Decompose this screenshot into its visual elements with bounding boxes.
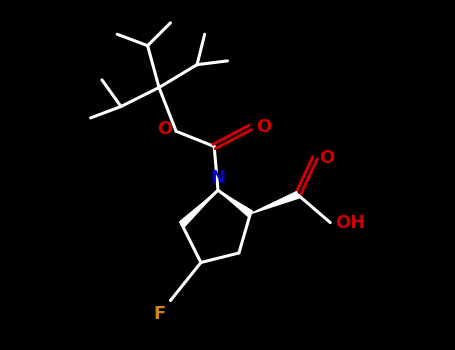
Polygon shape (218, 190, 253, 217)
Polygon shape (250, 191, 299, 214)
Text: F: F (154, 305, 166, 323)
Text: N: N (211, 169, 226, 187)
Polygon shape (179, 190, 218, 227)
Text: O: O (319, 149, 335, 167)
Text: O: O (157, 120, 172, 138)
Text: OH: OH (335, 214, 365, 232)
Text: O: O (256, 118, 271, 136)
